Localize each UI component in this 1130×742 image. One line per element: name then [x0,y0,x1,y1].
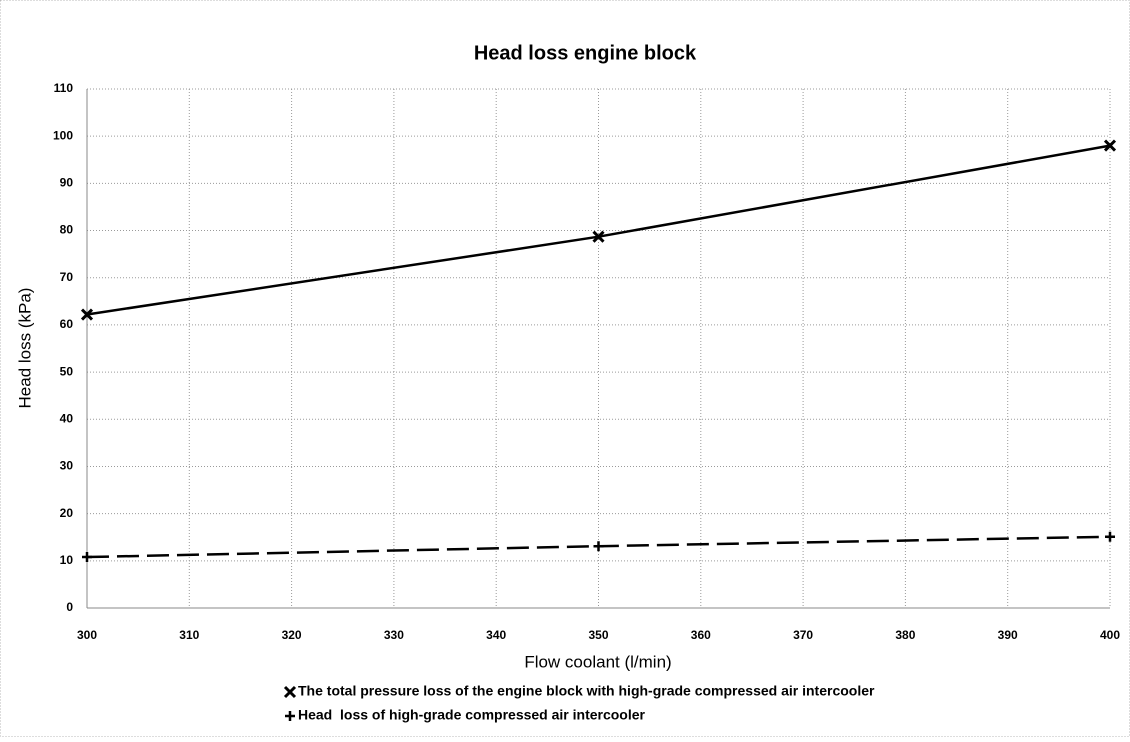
legend-label: The total pressure loss of the engine bl… [298,683,875,699]
x-tick-label: 390 [998,628,1018,642]
y-tick-label: 0 [66,600,73,614]
legend-label: Head loss of high-grade compressed air i… [298,707,646,723]
x-tick-label: 320 [282,628,302,642]
data-point [1105,531,1115,542]
y-tick-label: 110 [54,81,74,95]
data-point [82,552,92,563]
chart-title: Head loss engine block [474,42,697,64]
y-tick-label: 100 [53,128,73,142]
data-point [593,541,604,552]
y-tick-label: 60 [60,317,74,331]
x-tick-label: 300 [77,628,97,642]
x-tick-label: 360 [691,628,711,642]
y-tick-label: 10 [60,553,74,567]
y-tick-label: 20 [60,506,74,520]
x-tick-label: 380 [895,628,915,642]
y-tick-label: 50 [60,364,74,378]
x-tick-label: 310 [179,628,199,642]
data-point [1103,139,1117,152]
data-point [80,308,94,321]
y-axis-label: Head loss (kPa) [15,288,34,409]
x-tick-label: 340 [486,628,506,642]
y-tick-label: 70 [60,270,74,284]
x-tick-label: 370 [793,628,813,642]
y-tick-label: 90 [60,176,74,190]
y-tick-label: 80 [60,223,74,237]
x-tick-label: 400 [1100,628,1120,642]
legend-marker [283,685,297,699]
y-tick-label: 40 [60,411,74,425]
data-point [592,230,605,243]
x-tick-label: 350 [588,628,608,642]
legend-marker [285,711,295,721]
x-tick-label: 330 [384,628,404,642]
y-tick-label: 30 [60,459,74,473]
x-axis-label: Flow coolant (l/min) [524,652,671,671]
